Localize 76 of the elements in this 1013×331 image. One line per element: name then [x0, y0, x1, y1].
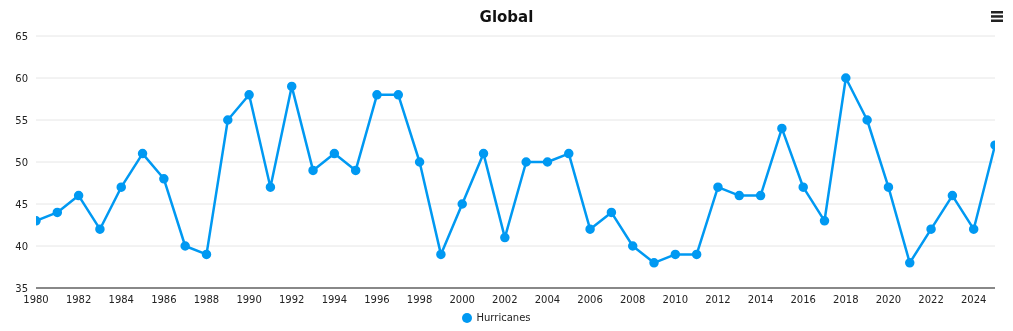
point — [478, 148, 489, 159]
y-tick-label: 40 — [15, 240, 28, 252]
x-tick-label: 1992 — [279, 294, 305, 306]
point — [947, 190, 958, 201]
point — [372, 90, 382, 100]
x-tick-label: 2012 — [705, 294, 731, 306]
x-tick-label: 2024 — [960, 294, 987, 306]
point — [500, 232, 510, 243]
y-tick-label: 65 — [15, 30, 28, 42]
x-tick-label: 1986 — [151, 294, 177, 306]
y-tick-label: 35 — [15, 282, 28, 294]
y-tick-label: 50 — [15, 156, 28, 168]
x-tick-label: 1990 — [236, 294, 262, 306]
x-tick-label: 2020 — [875, 294, 902, 306]
point — [116, 182, 126, 192]
x-tick-label: 1982 — [65, 294, 92, 306]
point — [585, 224, 595, 234]
x-tick-label: 2014 — [747, 294, 774, 306]
x-tick-label: 1996 — [364, 294, 390, 306]
point — [713, 182, 723, 192]
point — [436, 249, 446, 260]
point — [691, 249, 702, 260]
point — [201, 249, 212, 260]
point — [52, 207, 63, 218]
point — [521, 157, 531, 167]
point — [159, 174, 169, 184]
point — [905, 258, 915, 268]
x-tick-label: 2006 — [577, 294, 603, 306]
y-tick-label: 45 — [15, 198, 28, 210]
x-tick-label: 1980 — [23, 294, 49, 306]
x-tick-label: 2008 — [619, 294, 646, 306]
point — [755, 190, 766, 201]
point — [223, 115, 233, 125]
point — [841, 73, 851, 83]
legend-label: Hurricanes — [476, 312, 531, 323]
point — [414, 157, 425, 167]
point — [819, 216, 830, 226]
point — [862, 115, 872, 125]
point — [350, 165, 361, 176]
point — [265, 182, 276, 192]
point — [244, 90, 254, 100]
point — [926, 224, 936, 234]
x-tick-label: 2016 — [790, 294, 816, 306]
point — [968, 224, 979, 234]
x-tick-label: 1998 — [406, 294, 433, 306]
point — [627, 241, 638, 251]
x-tick-label: 2010 — [662, 294, 689, 306]
point — [798, 182, 808, 192]
x-tick-label: 2018 — [833, 294, 859, 306]
y-tick-label: 60 — [15, 72, 28, 84]
point — [564, 148, 574, 159]
point — [180, 241, 190, 251]
point — [542, 157, 553, 167]
point — [329, 148, 340, 159]
point — [457, 199, 467, 209]
point — [606, 207, 617, 218]
point — [777, 123, 787, 134]
x-tick-label: 2004 — [534, 294, 561, 306]
point — [73, 190, 84, 201]
y-tick-label: 55 — [15, 114, 28, 126]
x-tick-label: 2002 — [492, 294, 518, 306]
point — [883, 182, 894, 192]
point — [137, 148, 148, 159]
point — [308, 165, 318, 176]
point — [649, 258, 659, 268]
chart-title: Global — [478, 8, 535, 28]
x-tick-label: 1994 — [321, 294, 348, 306]
point — [670, 249, 681, 260]
point — [393, 90, 404, 100]
x-tick-label: 2022 — [918, 294, 944, 306]
x-tick-label: 2000 — [449, 294, 475, 306]
x-tick-label: 1984 — [108, 294, 134, 306]
x-tick-label: 1988 — [193, 294, 220, 306]
point — [95, 224, 105, 234]
point — [286, 81, 297, 92]
point — [734, 190, 745, 201]
